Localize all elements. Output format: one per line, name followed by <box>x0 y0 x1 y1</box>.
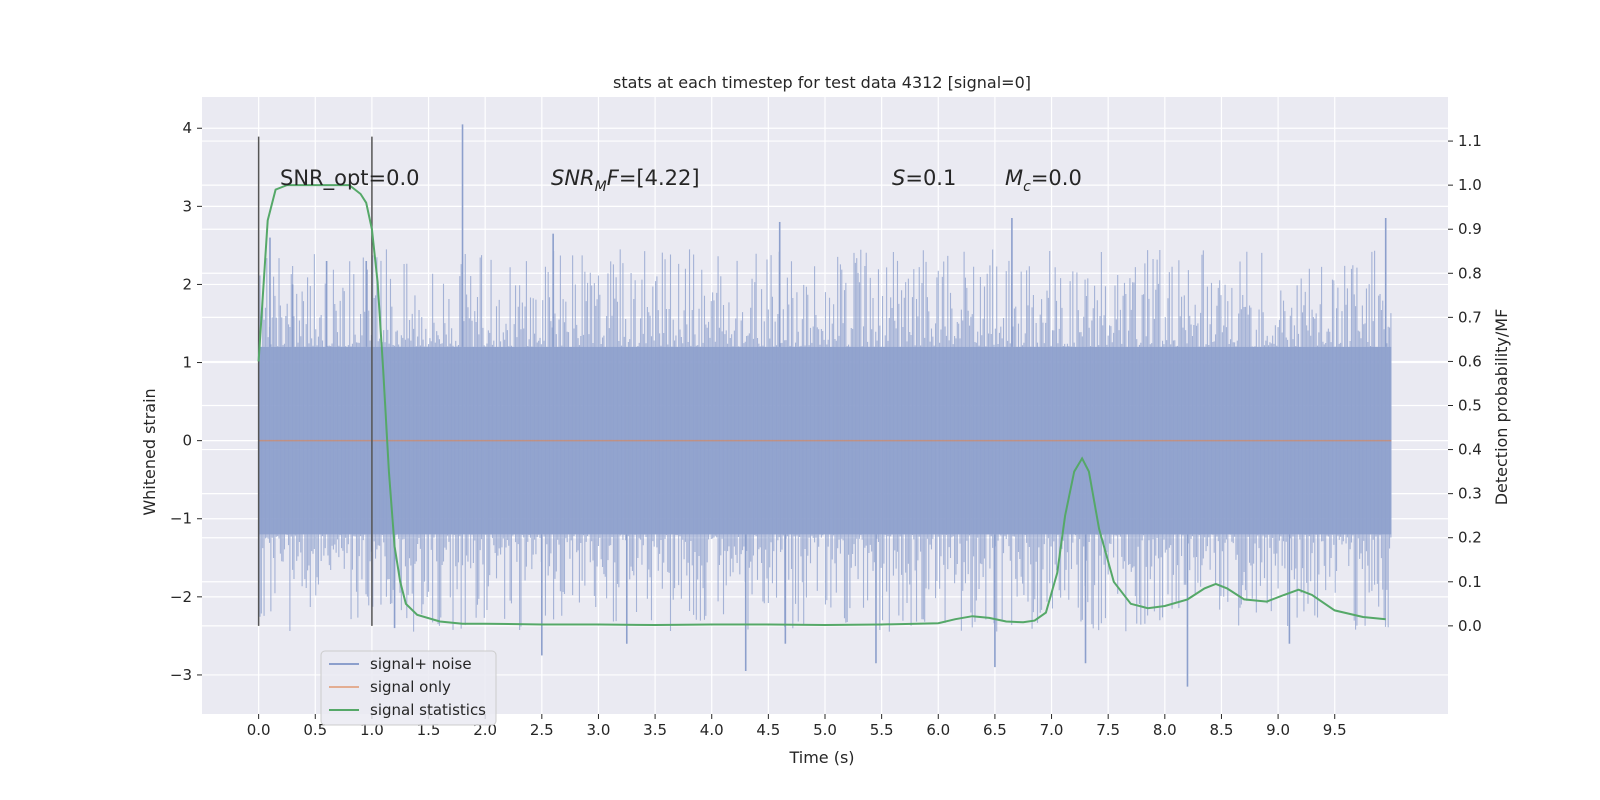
x-tick-label: 0.0 <box>247 721 271 739</box>
right-y-tick-label: 0.4 <box>1458 441 1482 459</box>
y-tick-label: 2 <box>182 275 192 293</box>
annotation-snr-mf: SNRMF=[4.22] <box>551 166 700 195</box>
x-tick-label: 7.5 <box>1096 721 1120 739</box>
right-y-axis-label: Detection probability/MF <box>1492 309 1511 506</box>
right-y-tick-label: 0.7 <box>1458 308 1482 326</box>
y-tick-label: −2 <box>170 588 192 606</box>
y-tick-label: −3 <box>170 666 192 684</box>
y-tick-label: 3 <box>182 197 192 215</box>
x-tick-label: 3.5 <box>643 721 667 739</box>
annotation-snr-mf-value: =[4.22] <box>619 166 700 190</box>
annotation-s: S=0.1 <box>892 166 956 190</box>
signal-statistics-series <box>257 184 1386 627</box>
y-axis-label: Whitened strain <box>140 388 159 515</box>
y-tick-label: 4 <box>182 119 192 137</box>
right-y-tick-label: 0.3 <box>1458 485 1482 503</box>
x-axis-label: Time (s) <box>788 748 854 767</box>
chart-title: stats at each timestep for test data 431… <box>613 73 1031 92</box>
annotations: SNR_opt=0.0 SNRMF=[4.22] S=0.1 Mc=0.0 <box>280 166 1082 195</box>
x-tick-label: 9.5 <box>1323 721 1347 739</box>
right-y-tick-label: 1.1 <box>1458 132 1482 150</box>
x-tick-label: 4.0 <box>700 721 724 739</box>
x-tick-label: 0.5 <box>303 721 327 739</box>
legend: signal+ noise signal only signal statist… <box>320 650 497 726</box>
y-tick-label: −1 <box>170 510 192 528</box>
right-y-axis-ticks: 0.0 0.1 0.2 0.3 0.4 0.5 0.6 0.7 0.8 0.9 1.0 1.1 <box>1448 132 1482 635</box>
right-y-tick-label: 0.0 <box>1458 617 1482 635</box>
x-tick-label: 7.0 <box>1040 721 1064 739</box>
y-tick-label: 1 <box>182 354 192 372</box>
right-y-tick-label: 0.9 <box>1458 220 1482 238</box>
legend-box <box>320 650 497 726</box>
x-tick-label: 2.5 <box>530 721 554 739</box>
x-tick-label: 5.0 <box>813 721 837 739</box>
annotation-mc: Mc=0.0 <box>1005 166 1082 195</box>
x-tick-label: 8.0 <box>1153 721 1177 739</box>
x-tick-label: 4.5 <box>756 721 780 739</box>
signal-statistics-line <box>257 184 1386 627</box>
x-tick-label: 8.5 <box>1210 721 1234 739</box>
x-tick-label: 6.0 <box>926 721 950 739</box>
right-y-tick-label: 0.2 <box>1458 529 1482 547</box>
legend-label-statistics: signal statistics <box>370 701 486 719</box>
x-tick-label: 6.5 <box>983 721 1007 739</box>
left-y-axis-ticks: −3 −2 −1 0 1 2 3 4 <box>170 119 202 684</box>
right-y-tick-label: 0.5 <box>1458 397 1482 415</box>
y-tick-label: 0 <box>182 432 192 450</box>
signal-noise-series <box>258 124 1392 687</box>
window-markers <box>257 136 373 626</box>
right-y-tick-label: 0.1 <box>1458 573 1482 591</box>
legend-label-signal-only: signal only <box>370 678 451 696</box>
right-y-tick-label: 0.6 <box>1458 352 1482 370</box>
annotation-s-value: =0.1 <box>905 166 956 190</box>
x-tick-label: 5.5 <box>870 721 894 739</box>
right-y-tick-label: 1.0 <box>1458 176 1482 194</box>
x-tick-label: 9.0 <box>1266 721 1290 739</box>
right-y-tick-label: 0.8 <box>1458 264 1482 282</box>
annotation-mc-value: =0.0 <box>1031 166 1082 190</box>
annotation-snr-opt: SNR_opt=0.0 <box>280 166 420 191</box>
legend-label-noise: signal+ noise <box>370 655 472 673</box>
x-tick-label: 3.0 <box>587 721 611 739</box>
